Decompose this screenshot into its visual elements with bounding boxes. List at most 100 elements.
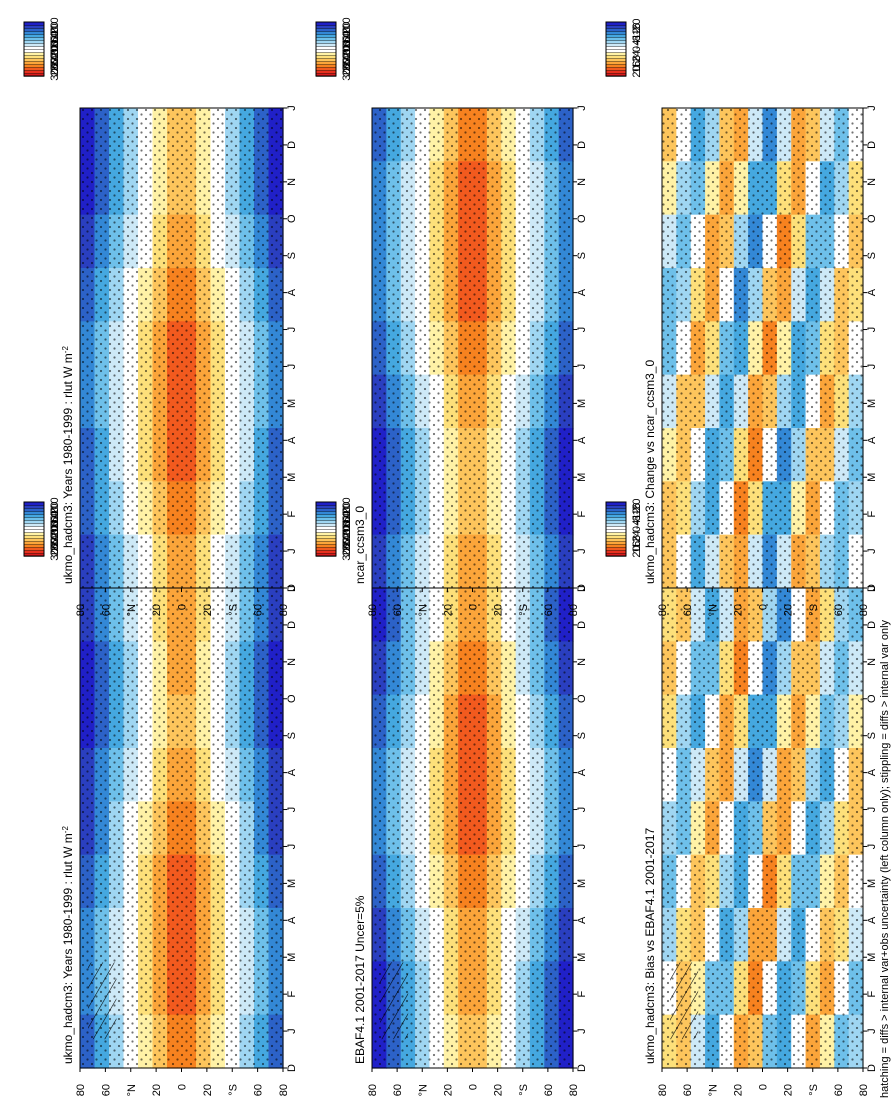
colorbar-tick-label: 20 [631, 65, 643, 77]
colorbar-tick-label: -16 [631, 23, 643, 39]
x-tick-label: J [866, 585, 878, 591]
y-tick-label: °S [518, 604, 530, 616]
x-tick-label: J [866, 364, 878, 370]
x-tick-label: J [286, 548, 298, 554]
x-tick-label: M [286, 879, 298, 888]
colorbar-frame [23, 501, 45, 557]
x-tick-label: M [866, 953, 878, 962]
colorbar-tick-label: 180 [341, 35, 353, 53]
y-tick-label: °S [227, 1084, 239, 1096]
x-tick-label: M [286, 953, 298, 962]
x-tick-label: J [576, 844, 588, 850]
y-tick-label: 0 [177, 604, 189, 610]
x-tick-label: J [866, 548, 878, 554]
panel-title: ukmo_hadcm3: Bias vs EBAF4.1 2001-2017 [643, 828, 657, 1064]
x-tick-label: O [866, 694, 878, 703]
y-tick-label: °N [126, 604, 138, 616]
y-tick-label: 20 [442, 604, 454, 616]
x-tick-label: F [866, 511, 878, 518]
colorbar-tick-label: 160 [49, 511, 61, 529]
x-tick-label: J [866, 105, 878, 111]
colorbar-tick-label: 8 [631, 535, 643, 541]
x-tick-label: J [576, 1028, 588, 1034]
x-tick-label: O [576, 214, 588, 223]
colorbar-tick-label: 0 [631, 526, 643, 532]
y-tick-label: 80 [568, 604, 580, 616]
x-tick-label: M [576, 953, 588, 962]
y-tick-label: 20 [493, 1084, 505, 1096]
y-tick-label: 60 [682, 1084, 694, 1096]
y-tick-label: 0 [758, 1084, 770, 1090]
colorbar-tick-label: -8 [631, 35, 643, 45]
colorbar-tick-label: 0 [631, 46, 643, 52]
x-tick-label: N [576, 178, 588, 186]
colorbar-tick-label: 200 [49, 520, 61, 538]
x-tick-label: A [866, 436, 878, 444]
x-tick-label: S [286, 732, 298, 739]
y-tick-label: °N [126, 1084, 138, 1096]
y-tick-label: 60 [253, 604, 265, 616]
colorbar-tick-label: -8 [631, 515, 643, 525]
x-tick-label: J [866, 1028, 878, 1034]
y-tick-label: 20 [783, 1084, 795, 1096]
y-tick-label: °S [227, 604, 239, 616]
colorbar-swatch [23, 21, 45, 26]
colorbar-tick-label: 220 [341, 44, 353, 62]
x-tick-label: O [286, 214, 298, 223]
colorbar-tick-label: 140 [49, 26, 61, 44]
colorbar-tick-label: 140 [341, 506, 353, 524]
y-tick-label: 20 [202, 604, 214, 616]
y-tick-label: 0 [468, 604, 480, 610]
colorbar-tick-label: -16 [631, 503, 643, 519]
colorbar-frame [23, 21, 45, 77]
x-tick-label: A [576, 288, 588, 296]
colorbar-frame [605, 21, 627, 77]
x-tick-label: D [866, 1064, 878, 1072]
colorbar-tick-label: 240 [341, 49, 353, 67]
colorbar-tick-label: -20 [631, 19, 643, 35]
x-tick-label: J [286, 585, 298, 591]
x-tick-label: S [286, 252, 298, 259]
x-tick-label: A [286, 288, 298, 296]
y-tick-label: 80 [75, 1084, 87, 1096]
y-tick-label: 80 [657, 604, 669, 616]
x-tick-label: F [866, 991, 878, 998]
x-tick-label: D [866, 584, 878, 592]
x-tick-label: J [866, 327, 878, 333]
y-tick-label: 20 [442, 1084, 454, 1096]
y-tick-label: 60 [392, 1084, 404, 1096]
stipple-overlay [372, 108, 573, 588]
colorbar-tick-label: 200 [49, 40, 61, 58]
panel-title: EBAF4.1 2001-2017 Uncer=5% [353, 895, 367, 1064]
x-tick-label: J [576, 548, 588, 554]
colorbar-tick-label: 260 [341, 533, 353, 551]
y-tick-label: °N [707, 1084, 719, 1096]
y-tick-label: 80 [568, 1084, 580, 1096]
colorbar-tick-label: 200 [341, 40, 353, 58]
y-tick-label: °S [808, 604, 820, 616]
colorbar-tick-label: 180 [49, 515, 61, 533]
stipple-overlay [662, 108, 863, 588]
colorbar-tick-label: 280 [341, 58, 353, 76]
x-tick-label: N [866, 178, 878, 186]
colorbar-swatch [23, 501, 45, 506]
y-tick-label: °S [808, 1084, 820, 1096]
colorbar-tick-label: -4 [631, 40, 643, 50]
colorbar-tick-label: 300 [49, 62, 61, 80]
y-tick-label: 60 [392, 604, 404, 616]
x-tick-label: D [576, 141, 588, 149]
x-tick-label: N [576, 658, 588, 666]
colorbar-tick-label: 100 [341, 497, 353, 515]
colorbar-frame [605, 501, 627, 557]
y-tick-label: 60 [543, 1084, 555, 1096]
x-tick-label: J [286, 327, 298, 333]
y-tick-label: °S [518, 1084, 530, 1096]
colorbar-tick-label: -4 [631, 520, 643, 530]
x-tick-label: D [286, 1064, 298, 1072]
